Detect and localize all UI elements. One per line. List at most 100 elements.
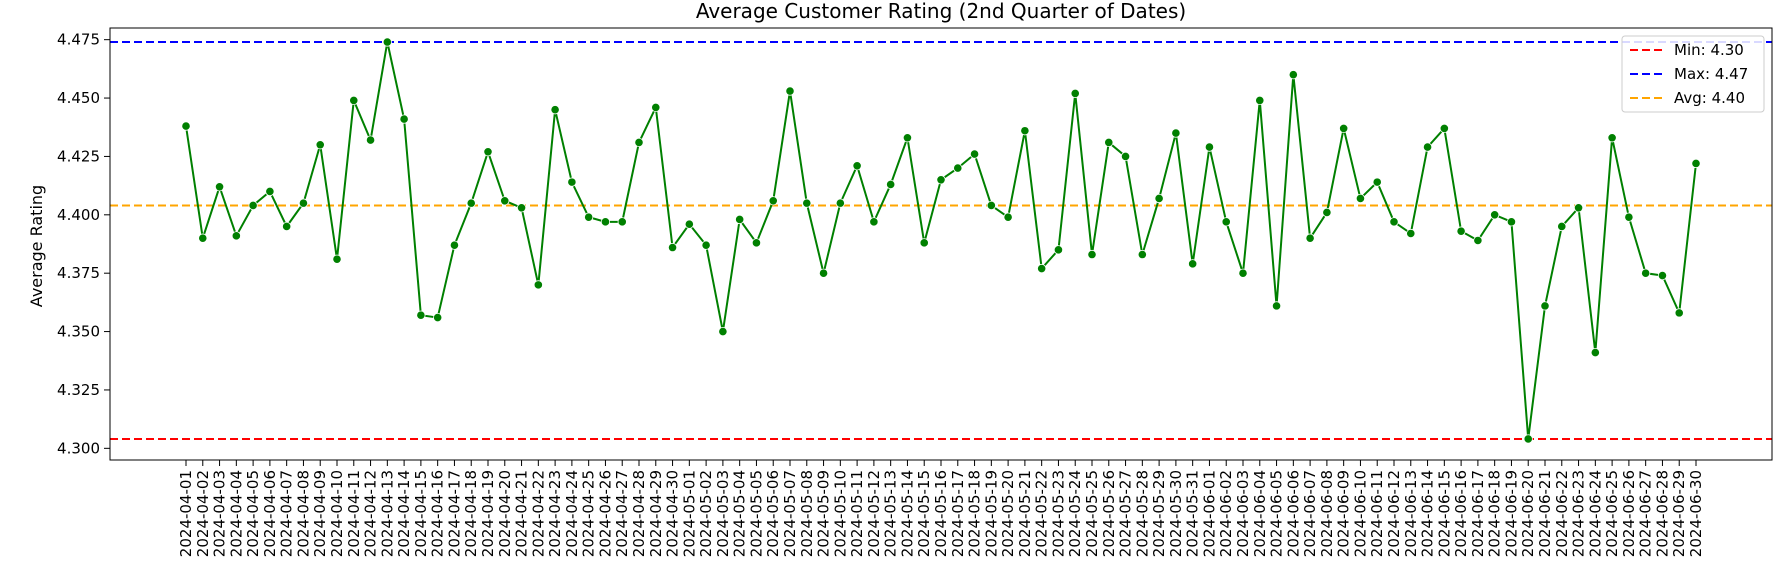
- data-point: [785, 86, 795, 96]
- x-tick-label: 2024-05-21: [1016, 470, 1034, 557]
- x-tick-label: 2024-05-05: [747, 470, 765, 557]
- data-point: [516, 203, 527, 213]
- data-point: [1389, 217, 1399, 227]
- x-tick-label: 2024-04-17: [445, 470, 463, 557]
- data-point: [416, 310, 426, 320]
- data-point: [919, 238, 929, 248]
- data-point: [1120, 151, 1131, 162]
- data-point: [349, 95, 359, 105]
- x-tick-label: 2024-04-29: [647, 470, 665, 557]
- data-point: [886, 179, 896, 190]
- x-tick-label: 2024-06-30: [1687, 470, 1705, 557]
- legend-label: Max: 4.47: [1674, 65, 1748, 83]
- x-tick-label: 2024-06-07: [1301, 470, 1319, 557]
- data-point: [835, 198, 845, 208]
- data-point: [1439, 123, 1449, 134]
- x-tick-label: 2024-06-10: [1351, 470, 1369, 557]
- data-point: [1490, 210, 1500, 220]
- x-tick-label: 2024-05-08: [798, 470, 816, 557]
- data-point: [1641, 268, 1651, 278]
- x-tick-label: 2024-05-11: [848, 470, 866, 557]
- x-tick-label: 2024-06-25: [1603, 470, 1621, 557]
- data-point: [600, 217, 611, 227]
- data-point: [248, 200, 258, 211]
- x-tick-label: 2024-04-10: [328, 470, 346, 557]
- x-tick-label: 2024-04-25: [580, 470, 598, 557]
- data-point: [332, 254, 342, 264]
- legend: Min: 4.30 Max: 4.47 Avg: 4.40: [1621, 35, 1765, 113]
- x-tick-label: 2024-04-06: [261, 470, 279, 557]
- x-tick-label: 2024-05-14: [898, 470, 916, 557]
- x-tick-label: 2024-05-26: [1100, 470, 1118, 557]
- data-point: [1590, 347, 1600, 358]
- data-point: [1406, 228, 1416, 239]
- legend-box: [1621, 35, 1765, 113]
- x-tick-label: 2024-05-02: [697, 470, 715, 557]
- data-point: [936, 175, 946, 185]
- x-tick-label: 2024-06-19: [1502, 470, 1520, 557]
- data-point: [1523, 434, 1533, 444]
- data-point: [1037, 263, 1047, 274]
- x-tick-label: 2024-04-11: [345, 470, 363, 557]
- data-point: [567, 177, 577, 187]
- x-tick-label: 2024-05-19: [982, 470, 1000, 557]
- x-tick-label: 2024-04-16: [429, 470, 447, 557]
- x-tick-label: 2024-04-21: [513, 470, 531, 557]
- data-point: [315, 140, 325, 150]
- x-tick-label: 2024-04-27: [613, 470, 631, 557]
- data-point: [1422, 142, 1433, 152]
- data-point: [1137, 249, 1147, 260]
- y-tick-label: 4.450: [57, 89, 100, 107]
- data-point: [365, 135, 376, 145]
- y-tick-label: 4.300: [57, 439, 100, 457]
- x-tick-label: 2024-06-05: [1268, 470, 1286, 557]
- data-point: [718, 326, 728, 337]
- x-tick-label: 2024-06-09: [1335, 470, 1353, 557]
- x-tick-label: 2024-06-13: [1402, 470, 1420, 557]
- x-tick-label: 2024-04-02: [194, 470, 212, 557]
- x-tick-label: 2024-04-30: [664, 470, 682, 557]
- x-tick-label: 2024-04-14: [395, 470, 413, 557]
- y-tick-label: 4.400: [57, 206, 100, 224]
- x-tick-label: 2024-05-17: [949, 470, 967, 557]
- data-point: [1674, 308, 1684, 318]
- data-point: [1355, 193, 1366, 204]
- x-tick-label: 2024-04-01: [177, 470, 195, 557]
- x-tick-label: 2024-06-03: [1234, 470, 1252, 557]
- x-tick-label: 2024-05-06: [764, 470, 782, 557]
- data-point: [1557, 221, 1567, 232]
- data-point: [1540, 301, 1550, 311]
- data-point: [735, 214, 745, 225]
- data-point: [1473, 235, 1483, 246]
- data-point: [684, 219, 694, 229]
- x-tick-label: 2024-06-04: [1251, 470, 1269, 557]
- x-tick-label: 2024-04-09: [311, 470, 329, 557]
- data-point: [466, 198, 476, 208]
- data-point: [869, 217, 879, 227]
- y-tick-label: 4.375: [57, 264, 100, 282]
- data-point: [449, 240, 460, 250]
- x-tick-label: 2024-05-31: [1184, 470, 1202, 557]
- data-point: [1288, 70, 1298, 80]
- x-tick-label: 2024-04-12: [362, 470, 380, 557]
- x-tick-label: 2024-06-17: [1469, 470, 1487, 557]
- x-tick-label: 2024-06-06: [1284, 470, 1302, 557]
- data-point: [818, 268, 829, 278]
- data-point: [500, 196, 510, 206]
- x-tick-label: 2024-06-12: [1385, 470, 1403, 557]
- data-point: [382, 37, 392, 47]
- x-tick-label: 2024-05-18: [966, 470, 984, 557]
- data-point: [265, 186, 275, 197]
- data-point: [298, 198, 309, 208]
- data-point: [584, 212, 594, 222]
- data-point: [181, 121, 191, 131]
- data-point: [1188, 259, 1198, 269]
- x-axis: 2024-04-012024-04-022024-04-032024-04-04…: [177, 460, 1705, 557]
- legend-label: Min: 4.30: [1674, 41, 1744, 59]
- data-point: [1305, 233, 1315, 243]
- x-tick-label: 2024-05-30: [1167, 470, 1185, 557]
- data-point: [1238, 268, 1248, 278]
- data-point: [282, 221, 292, 232]
- data-point: [1104, 137, 1114, 148]
